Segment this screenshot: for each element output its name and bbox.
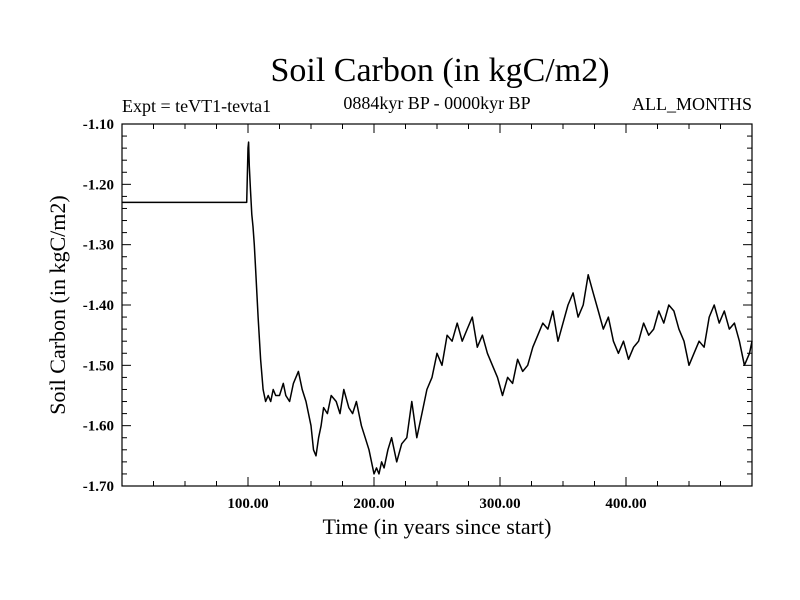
x-tick-label: 100.00 bbox=[227, 496, 268, 512]
plot-frame bbox=[121, 123, 753, 487]
y-tick-label: -1.40 bbox=[83, 298, 114, 314]
tick-labels: 100.00 200.00 300.00 400.00 -1.10 -1.20 -1.30 -… bbox=[83, 117, 647, 512]
x-axis-label: Time (in years since start) bbox=[322, 514, 552, 539]
chart-title: Soil Carbon (in kgC/m2) bbox=[270, 52, 610, 89]
experiment-label: Expt = teVT1-tevta1 bbox=[122, 96, 272, 116]
data-series bbox=[122, 141, 753, 475]
y-tick-label: -1.70 bbox=[83, 479, 114, 495]
y-tick-label: -1.30 bbox=[83, 238, 114, 254]
x-tick-label: 400.00 bbox=[605, 496, 646, 512]
x-tick-label: 200.00 bbox=[353, 496, 394, 512]
y-tick-label: -1.60 bbox=[83, 419, 114, 435]
y-tick-label: -1.20 bbox=[83, 177, 114, 193]
soil-carbon-line bbox=[122, 141, 753, 475]
x-tick-label: 300.00 bbox=[479, 496, 520, 512]
y-tick-label: -1.10 bbox=[83, 117, 114, 133]
y-axis-label: Soil Carbon (in kgC/m2) bbox=[45, 195, 70, 415]
time-range-label: 0884kyr BP - 0000kyr BP bbox=[343, 93, 531, 113]
y-tick-label: -1.50 bbox=[83, 358, 114, 374]
axis-ticks bbox=[121, 123, 753, 487]
months-label: ALL_MONTHS bbox=[632, 94, 752, 114]
